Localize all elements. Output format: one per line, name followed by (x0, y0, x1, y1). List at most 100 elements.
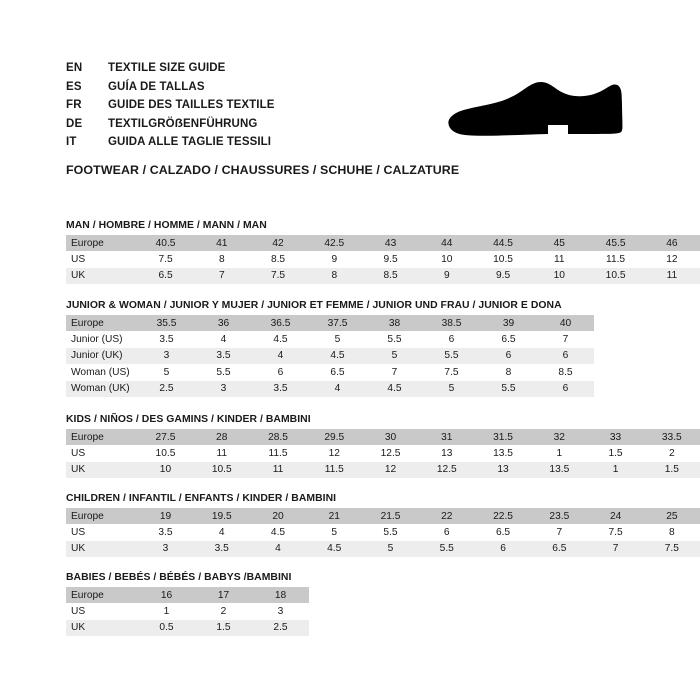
language-code: DE (66, 117, 83, 130)
size-cell: 4.5 (309, 347, 366, 365)
size-cell: 1.5 (587, 445, 644, 462)
size-cell: 5 (306, 524, 363, 541)
size-cell: 1 (138, 603, 195, 620)
size-cell: 45.5 (587, 235, 644, 252)
size-cell: 10 (137, 461, 194, 479)
size-table-babies: Europe 16 17 18 US 1 2 3 UK 0.5 1.5 2.5 (66, 587, 309, 637)
section-children: CHILDREN / INFANTIL / ENFANTS / KINDER /… (66, 493, 700, 558)
row-label: Woman (UK) (66, 380, 138, 397)
section-junior-woman: JUNIOR & WOMAN / JUNIOR Y MUJER / JUNIOR… (66, 300, 594, 397)
size-cell: 7 (537, 331, 594, 348)
size-cell: 4.5 (252, 331, 309, 348)
size-cell: 10.5 (587, 267, 644, 285)
size-cell: 28.5 (249, 429, 307, 446)
size-cell: 9.5 (362, 251, 419, 268)
size-cell: 7.5 (587, 524, 644, 541)
size-cell: 4 (309, 380, 366, 397)
size-cell: 4.5 (306, 540, 363, 558)
size-cell: 5.5 (362, 524, 419, 541)
table-row: Europe 40.5 41 42 42.5 43 44 44.5 45 45.5 46 (66, 235, 700, 252)
row-label: UK (66, 540, 138, 558)
size-cell: 12 (362, 461, 419, 479)
size-cell: 10.5 (137, 445, 194, 462)
table-row: Woman (UK) 2.5 3 3.5 4 4.5 5 5.5 6 (66, 380, 594, 397)
size-cell: 4 (249, 540, 307, 558)
size-cell: 3.5 (138, 331, 195, 348)
size-cell: 43 (362, 235, 419, 252)
size-cell: 3.5 (193, 540, 250, 558)
size-table-children: Europe 19 19.5 20 21 21.5 22 22.5 23.5 24 25 US 3.5 4… (66, 508, 700, 558)
size-cell: 7.5 (423, 364, 480, 381)
size-cell: 38 (366, 315, 423, 332)
table-row: US 7.5 8 8.5 9 9.5 10 10.5 11 11.5 12 (66, 251, 700, 268)
size-cell: 1.5 (195, 619, 252, 637)
row-label: UK (66, 619, 138, 637)
size-cell: 25 (643, 508, 700, 525)
size-cell: 42.5 (306, 235, 363, 252)
size-cell: 7.5 (643, 540, 700, 558)
table-row: Junior (US) 3.5 4 4.5 5 5.5 6 6.5 7 (66, 331, 594, 348)
size-cell: 13.5 (531, 461, 588, 479)
size-cell: 7 (587, 540, 644, 558)
language-code: FR (66, 99, 82, 112)
table-row: US 1 2 3 (66, 603, 309, 620)
size-cell: 12.5 (362, 445, 419, 462)
size-cell: 3.5 (137, 524, 194, 541)
size-cell: 6.5 (137, 267, 194, 285)
size-cell: 21.5 (362, 508, 419, 525)
size-cell: 6 (480, 347, 537, 365)
section-title: MAN / HOMBRE / HOMME / MANN / MAN (66, 220, 267, 231)
size-cell: 6 (418, 524, 475, 541)
size-cell: 3 (137, 540, 194, 558)
size-cell: 5.5 (423, 347, 480, 365)
size-cell: 8 (480, 364, 537, 381)
size-table-body: Europe 27.5 28 28.5 29.5 30 31 31.5 32 33 33.5 US 10… (66, 429, 700, 479)
size-cell: 9 (306, 251, 363, 268)
size-cell: 39 (480, 315, 537, 332)
size-cell: 3 (195, 380, 252, 397)
size-cell: 8.5 (537, 364, 594, 381)
size-cell: 41 (193, 235, 250, 252)
size-cell: 22.5 (474, 508, 532, 525)
size-cell: 11 (193, 445, 250, 462)
size-cell: 6 (252, 364, 309, 381)
size-cell: 28 (193, 429, 250, 446)
size-cell: 36 (195, 315, 252, 332)
size-table-body: Europe 19 19.5 20 21 21.5 22 22.5 23.5 24 25 US 3.5 4… (66, 508, 700, 558)
size-cell: 10 (531, 267, 588, 285)
size-cell: 6.5 (480, 331, 537, 348)
size-cell: 44 (418, 235, 475, 252)
size-cell: 6 (474, 540, 532, 558)
size-table-kids: Europe 27.5 28 28.5 29.5 30 31 31.5 32 33 33.5 US 10… (66, 429, 700, 479)
table-row: US 10.5 11 11.5 12 12.5 13 13.5 1 1.5 2 (66, 445, 700, 462)
size-cell: 3.5 (195, 347, 252, 365)
table-row: Europe 16 17 18 (66, 587, 309, 604)
size-cell: 5 (138, 364, 195, 381)
size-cell: 33.5 (643, 429, 700, 446)
language-title: GUIDA ALLE TAGLIE TESSILI (108, 136, 272, 149)
table-row: UK 10 10.5 11 11.5 12 12.5 13 13.5 1 1.5 (66, 461, 700, 479)
size-cell: 2.5 (138, 380, 195, 397)
size-cell: 0.5 (138, 619, 195, 637)
size-cell: 7.5 (249, 267, 307, 285)
row-label: Junior (US) (66, 331, 138, 348)
size-cell: 9 (418, 267, 475, 285)
size-cell: 7 (366, 364, 423, 381)
size-cell: 5.5 (418, 540, 475, 558)
language-row: IT GUIDA ALLE TAGLIE TESSILI (66, 136, 636, 155)
size-cell: 7.5 (137, 251, 194, 268)
size-cell: 33 (587, 429, 644, 446)
size-cell: 5 (366, 347, 423, 365)
row-label: Europe (66, 587, 138, 604)
size-cell: 4.5 (366, 380, 423, 397)
size-cell: 40 (537, 315, 594, 332)
size-cell: 44.5 (474, 235, 532, 252)
size-cell: 24 (587, 508, 644, 525)
size-cell: 7 (193, 267, 250, 285)
size-cell: 30 (362, 429, 419, 446)
size-cell: 22 (418, 508, 475, 525)
size-cell: 2 (195, 603, 252, 620)
row-label: UK (66, 267, 138, 285)
size-cell: 4 (195, 331, 252, 348)
size-cell: 2 (643, 445, 700, 462)
